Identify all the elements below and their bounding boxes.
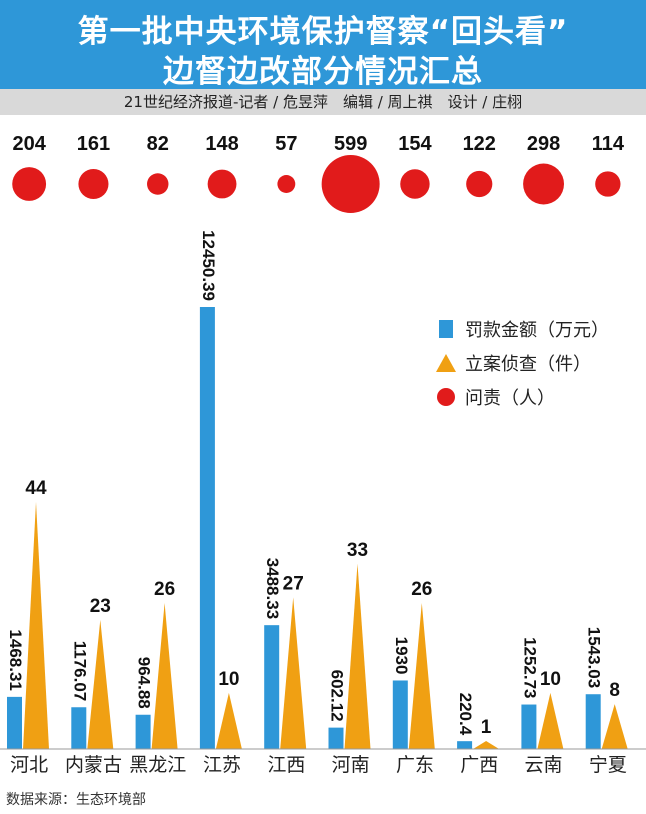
cases-value-label: 26 bbox=[154, 579, 175, 600]
category-label: 内蒙古 bbox=[65, 754, 122, 776]
fine-bar bbox=[521, 704, 537, 749]
fine-bar bbox=[585, 694, 601, 749]
accountability-circle bbox=[523, 163, 565, 205]
legend-red-circle-icon bbox=[437, 388, 455, 406]
cases-triangle bbox=[473, 741, 500, 749]
fine-bar bbox=[264, 625, 280, 749]
category-label: 云南 bbox=[525, 754, 563, 776]
fine-value-label: 1930 bbox=[392, 637, 411, 675]
legend-blue-square-icon bbox=[439, 320, 453, 338]
source-note: 数据来源：生态环境部 bbox=[6, 792, 146, 808]
accountability-circle bbox=[147, 173, 169, 195]
accountability-circle bbox=[321, 155, 380, 213]
accountability-value-label: 114 bbox=[592, 133, 625, 155]
fine-bar bbox=[71, 707, 87, 749]
fine-bar bbox=[7, 696, 22, 749]
category-label: 河南 bbox=[332, 754, 370, 776]
cases-value-label: 10 bbox=[540, 669, 561, 690]
fine-value-label: 1468.31 bbox=[6, 629, 25, 690]
fine-bar bbox=[135, 714, 151, 749]
cases-triangle bbox=[87, 619, 114, 749]
fine-value-label: 12450.39 bbox=[199, 230, 218, 301]
fine-value-label: 964.88 bbox=[135, 657, 154, 709]
cases-value-label: 23 bbox=[90, 596, 111, 617]
legend-label-fine: 罚款金额（万元） bbox=[465, 320, 609, 341]
accountability-circle bbox=[277, 175, 296, 193]
cases-triangle bbox=[408, 603, 435, 749]
legend-item-accountability: 问责（人） bbox=[433, 380, 609, 414]
accountability-value-label: 154 bbox=[398, 133, 432, 155]
accountability-circle bbox=[207, 169, 237, 199]
accountability-value-label: 57 bbox=[275, 133, 297, 155]
cases-value-label: 44 bbox=[25, 478, 47, 499]
fine-bar bbox=[328, 727, 344, 749]
accountability-value-label: 122 bbox=[463, 133, 496, 155]
legend-item-cases: 立案侦查（件） bbox=[433, 346, 609, 380]
cases-value-label: 10 bbox=[218, 669, 239, 690]
title-band: 第一批中央环境保护督察“回头看” 边督边改部分情况汇总 bbox=[0, 0, 646, 90]
category-label: 宁夏 bbox=[589, 754, 627, 776]
legend-orange-triangle-icon bbox=[436, 354, 456, 372]
fine-value-label: 602.12 bbox=[328, 670, 347, 722]
accountability-value-label: 204 bbox=[12, 133, 46, 155]
accountability-circle bbox=[595, 171, 621, 197]
cases-triangle bbox=[215, 692, 242, 749]
category-label: 江西 bbox=[267, 754, 305, 776]
fine-bar bbox=[199, 307, 215, 749]
fine-bar bbox=[392, 680, 408, 749]
legend-label-accountability: 问责（人） bbox=[465, 388, 555, 409]
fine-value-label: 1252.73 bbox=[520, 637, 539, 698]
fine-value-label: 1543.03 bbox=[585, 627, 604, 688]
cases-triangle bbox=[601, 704, 628, 749]
fine-value-label: 3488.33 bbox=[263, 558, 282, 619]
cases-value-label: 1 bbox=[481, 717, 492, 738]
cases-triangle bbox=[537, 692, 564, 749]
category-label: 江苏 bbox=[203, 754, 241, 776]
legend-item-fine: 罚款金额（万元） bbox=[433, 312, 609, 346]
category-label: 河北 bbox=[10, 754, 48, 776]
accountability-value-label: 148 bbox=[205, 133, 238, 155]
cases-value-label: 27 bbox=[283, 573, 304, 594]
accountability-value-label: 161 bbox=[77, 133, 110, 155]
category-label: 广东 bbox=[396, 754, 434, 776]
cases-triangle bbox=[151, 603, 178, 749]
accountability-value-label: 82 bbox=[147, 133, 169, 155]
title-line-1: 第一批中央环境保护督察“回头看” bbox=[77, 14, 569, 50]
credit-line: 21世纪经济报道-记者 / 危昱萍 编辑 / 周上祺 设计 / 庄栩 bbox=[0, 89, 646, 115]
cases-value-label: 8 bbox=[609, 680, 620, 701]
accountability-circle bbox=[400, 169, 430, 199]
legend-label-cases: 立案侦查（件） bbox=[465, 354, 591, 375]
accountability-circle bbox=[12, 167, 47, 201]
cases-triangle bbox=[23, 502, 49, 749]
accountability-circle bbox=[78, 168, 109, 200]
legend: 罚款金额（万元） 立案侦查（件） 问责（人） bbox=[433, 312, 609, 414]
cases-value-label: 26 bbox=[411, 579, 432, 600]
title-line-2: 边督边改部分情况汇总 bbox=[163, 54, 483, 90]
fine-value-label: 1176.07 bbox=[70, 641, 89, 702]
category-label: 广西 bbox=[460, 754, 498, 776]
fine-value-label: 220.4 bbox=[456, 693, 475, 736]
accountability-value-label: 599 bbox=[334, 133, 367, 155]
fine-bar bbox=[457, 741, 473, 749]
category-label: 黑龙江 bbox=[129, 754, 186, 776]
accountability-circle bbox=[466, 170, 493, 198]
cases-value-label: 33 bbox=[347, 540, 368, 561]
cases-triangle bbox=[280, 597, 307, 749]
cases-triangle bbox=[344, 563, 371, 749]
accountability-value-label: 298 bbox=[527, 133, 560, 155]
